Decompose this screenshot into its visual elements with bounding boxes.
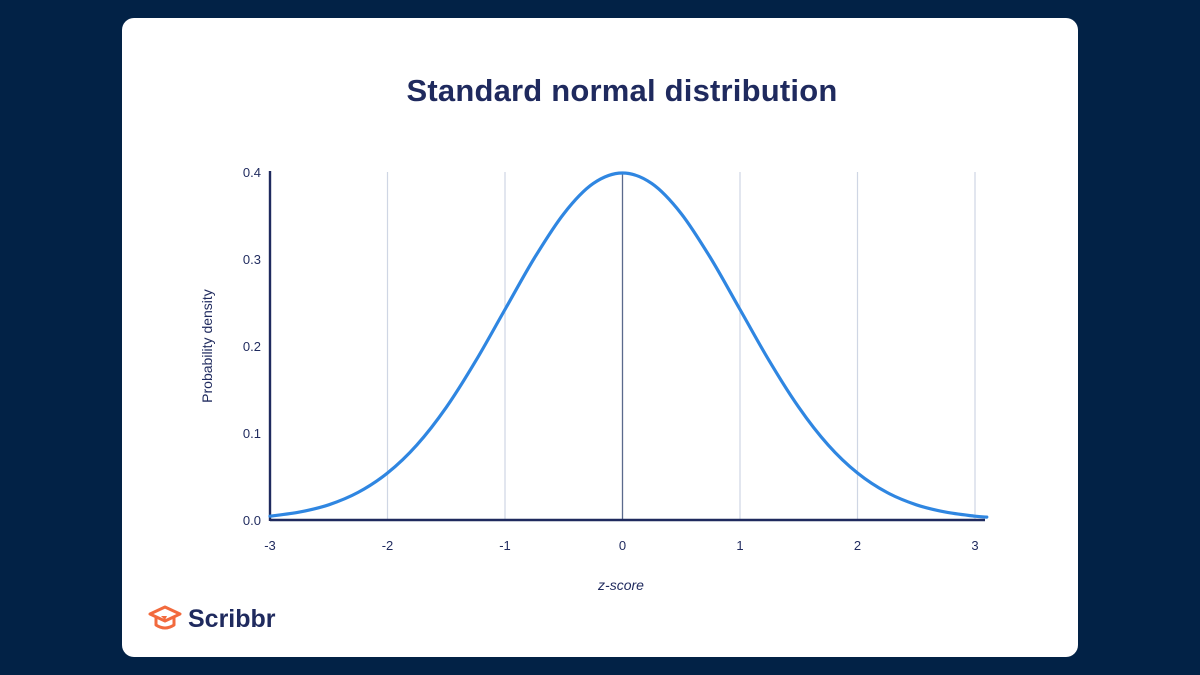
graduation-cap-icon <box>148 605 182 630</box>
y-tick-label: 0.1 <box>243 426 261 441</box>
y-tick-label: 0.3 <box>243 252 261 267</box>
density-curve <box>268 171 989 519</box>
y-tick-labels: 0.0 0.1 0.2 0.3 0.4 <box>243 165 261 528</box>
x-tick-label: 0 <box>619 538 626 553</box>
chart-title: Standard normal distribution <box>406 73 838 108</box>
y-tick-label: 0.4 <box>243 165 261 180</box>
x-tick-label: 1 <box>736 538 743 553</box>
chart-card <box>122 18 1078 657</box>
x-tick-label: -1 <box>499 538 511 553</box>
y-axis-title: Probability density <box>199 289 215 403</box>
x-tick-labels: -3 -2 -1 0 1 2 3 <box>264 538 978 553</box>
curve-layer <box>268 171 989 519</box>
x-tick-label: 2 <box>854 538 861 553</box>
y-tick-label: 0.0 <box>243 513 261 528</box>
scribbr-logo: Scribbr <box>148 604 276 634</box>
x-tick-label: -3 <box>264 538 276 553</box>
x-tick-label: 3 <box>971 538 978 553</box>
x-axis-title: z-score <box>597 577 644 593</box>
grid-lines <box>386 172 976 520</box>
y-tick-label: 0.2 <box>243 339 261 354</box>
axes <box>268 171 985 522</box>
x-tick-label: -2 <box>382 538 394 553</box>
logo-text: Scribbr <box>188 604 276 633</box>
